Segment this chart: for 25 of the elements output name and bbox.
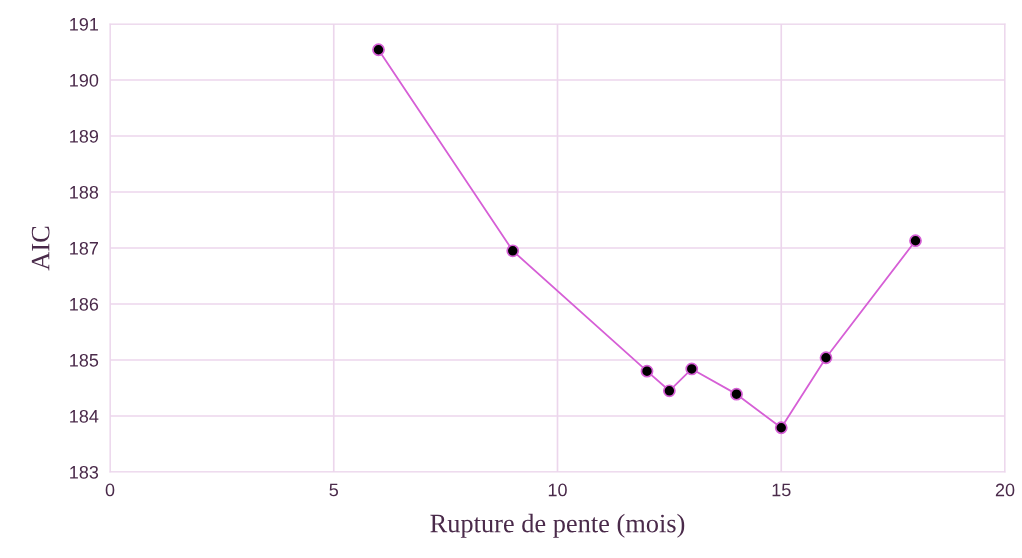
y-tick-label: 188 [70,185,99,199]
y-tick-label: 190 [70,73,99,87]
y-tick-label: 185 [70,353,99,367]
point [909,234,922,248]
point [730,387,743,401]
y-tick-label: 191 [70,17,99,31]
y-tick-label: 187 [70,241,98,255]
point [372,43,385,57]
point [774,421,788,435]
x-tick-label: 10 [548,483,567,497]
point [662,384,676,398]
point [819,351,833,365]
x-tick-label: 5 [329,483,339,497]
x-axis-title: Rupture de pente (mois) [430,513,685,538]
y-tick-label: 184 [70,409,99,423]
y-tick-label: 189 [70,129,99,143]
y-tick-label: 183 [70,465,99,479]
y-tick-label: 186 [70,297,99,311]
point [640,364,654,378]
x-tick-label: 15 [772,483,791,497]
x-tick-label: 0 [105,483,115,497]
point [506,244,520,258]
x-tick-label: 20 [995,483,1015,497]
point [685,362,699,376]
y-axis-title: AIC [31,226,50,271]
